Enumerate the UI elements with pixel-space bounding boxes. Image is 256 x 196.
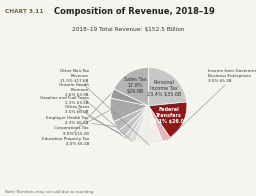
Wedge shape <box>119 106 148 136</box>
Wedge shape <box>125 106 148 139</box>
Text: Sales Tax
17.8%
$26.9B: Sales Tax 17.8% $26.9B <box>124 77 147 94</box>
Text: Ontario Health
Premium
2.6% $3.9B: Ontario Health Premium 2.6% $3.9B <box>59 83 132 142</box>
Text: Corporations Tax
9.9% $15.1B: Corporations Tax 9.9% $15.1B <box>54 110 110 135</box>
Text: Federal
Transfers
17.1% $26.0B: Federal Transfers 17.1% $26.0B <box>150 106 188 124</box>
Wedge shape <box>114 67 148 106</box>
Text: Employer Health Tax
4.3% $6.6B: Employer Health Tax 4.3% $6.6B <box>46 116 115 127</box>
Text: Gasoline and Fuel Taxes
2.3% $3.5B: Gasoline and Fuel Taxes 2.3% $3.5B <box>40 96 127 139</box>
Text: Income from Government
Business Enterprises
3.5% $5.3B: Income from Government Business Enterpri… <box>167 69 256 140</box>
Wedge shape <box>111 89 148 106</box>
Wedge shape <box>148 67 187 106</box>
Wedge shape <box>148 102 187 138</box>
Text: Note: Numbers may not add due to rounding.: Note: Numbers may not add due to roundin… <box>5 190 95 194</box>
Wedge shape <box>110 98 148 122</box>
Wedge shape <box>113 106 148 130</box>
Text: Composition of Revenue, 2018–19: Composition of Revenue, 2018–19 <box>54 7 215 16</box>
Text: Other Taxes
3.5% $6.0B: Other Taxes 3.5% $6.0B <box>65 105 121 134</box>
Text: Other Non-Tax
Revenue
11.5% $17.6B: Other Non-Tax Revenue 11.5% $17.6B <box>60 69 149 145</box>
Wedge shape <box>148 106 170 142</box>
Text: Education Property Tax
4.0% $6.1B: Education Property Tax 4.0% $6.1B <box>41 93 111 145</box>
Text: 2018–19 Total Revenue: $152.5 Billion: 2018–19 Total Revenue: $152.5 Billion <box>72 27 184 32</box>
Text: Personal
Income Tax
23.4% $35.6B: Personal Income Tax 23.4% $35.6B <box>147 80 181 97</box>
Wedge shape <box>135 106 163 144</box>
Wedge shape <box>130 106 148 142</box>
Text: CHART 3.11: CHART 3.11 <box>5 9 44 14</box>
